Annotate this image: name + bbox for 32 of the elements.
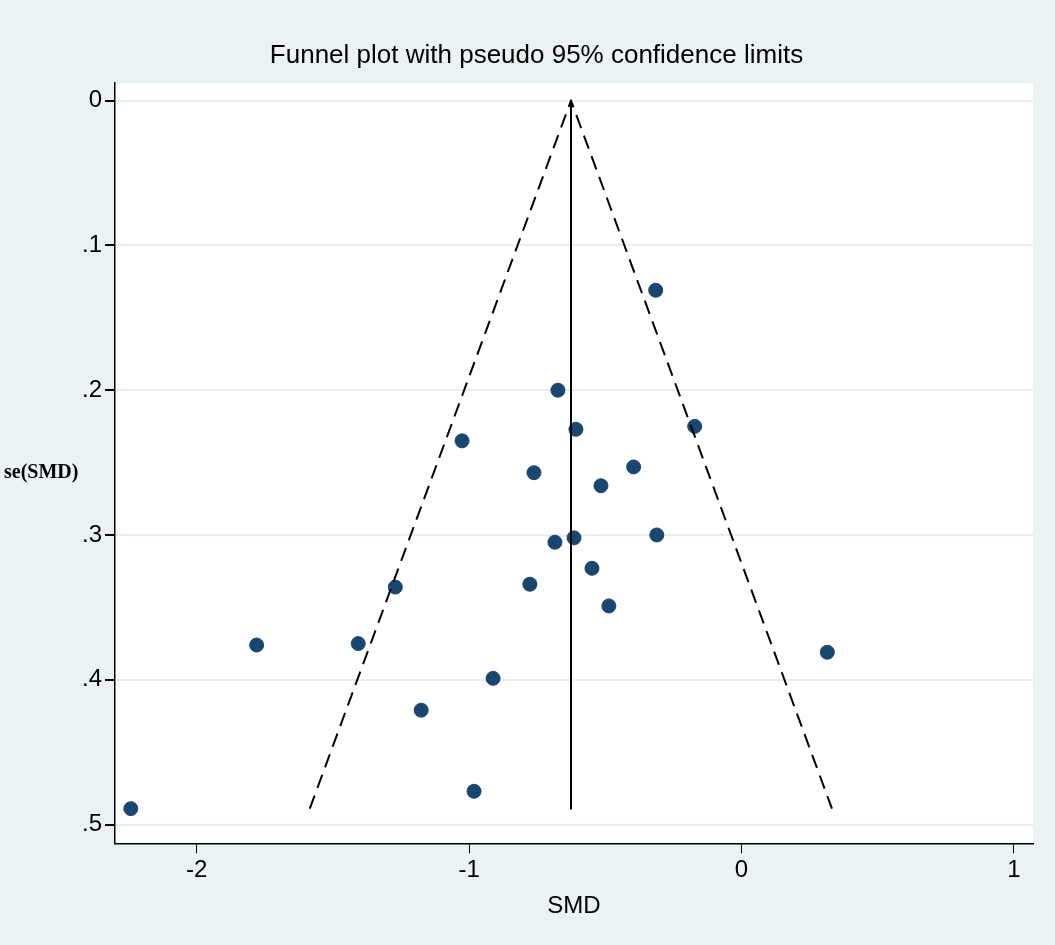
point (819, 644, 835, 660)
x-tick-label: -2 (186, 855, 208, 883)
point (350, 636, 366, 652)
point (550, 382, 566, 398)
point (547, 534, 563, 550)
point (526, 465, 542, 481)
point (249, 637, 265, 653)
point (123, 801, 139, 817)
point (593, 478, 609, 494)
point (485, 670, 501, 686)
y-tick-label: .1 (81, 230, 102, 257)
x-axis-title: SMD (547, 891, 601, 919)
chart-title: Funnel plot with pseudo 95% confidence limits (269, 38, 804, 69)
point (648, 282, 664, 298)
point (387, 579, 403, 595)
point (649, 527, 665, 543)
point (601, 598, 617, 614)
y-tick-label: .3 (81, 519, 102, 547)
y-tick-label: .2 (81, 374, 102, 402)
x-tick-label: 0 (734, 855, 749, 883)
y-axis-title: se(SMD) (4, 460, 79, 484)
y-tick-label: 0 (88, 85, 102, 113)
y-tick-label: .4 (81, 664, 102, 692)
point (454, 433, 470, 449)
y-tick-label: .5 (81, 809, 102, 837)
point (413, 702, 429, 718)
x-tick-label: 1 (1007, 855, 1021, 883)
x-tick-label: -1 (458, 855, 480, 883)
point (522, 576, 538, 592)
point (626, 459, 642, 475)
point (466, 783, 482, 799)
point (584, 560, 600, 576)
